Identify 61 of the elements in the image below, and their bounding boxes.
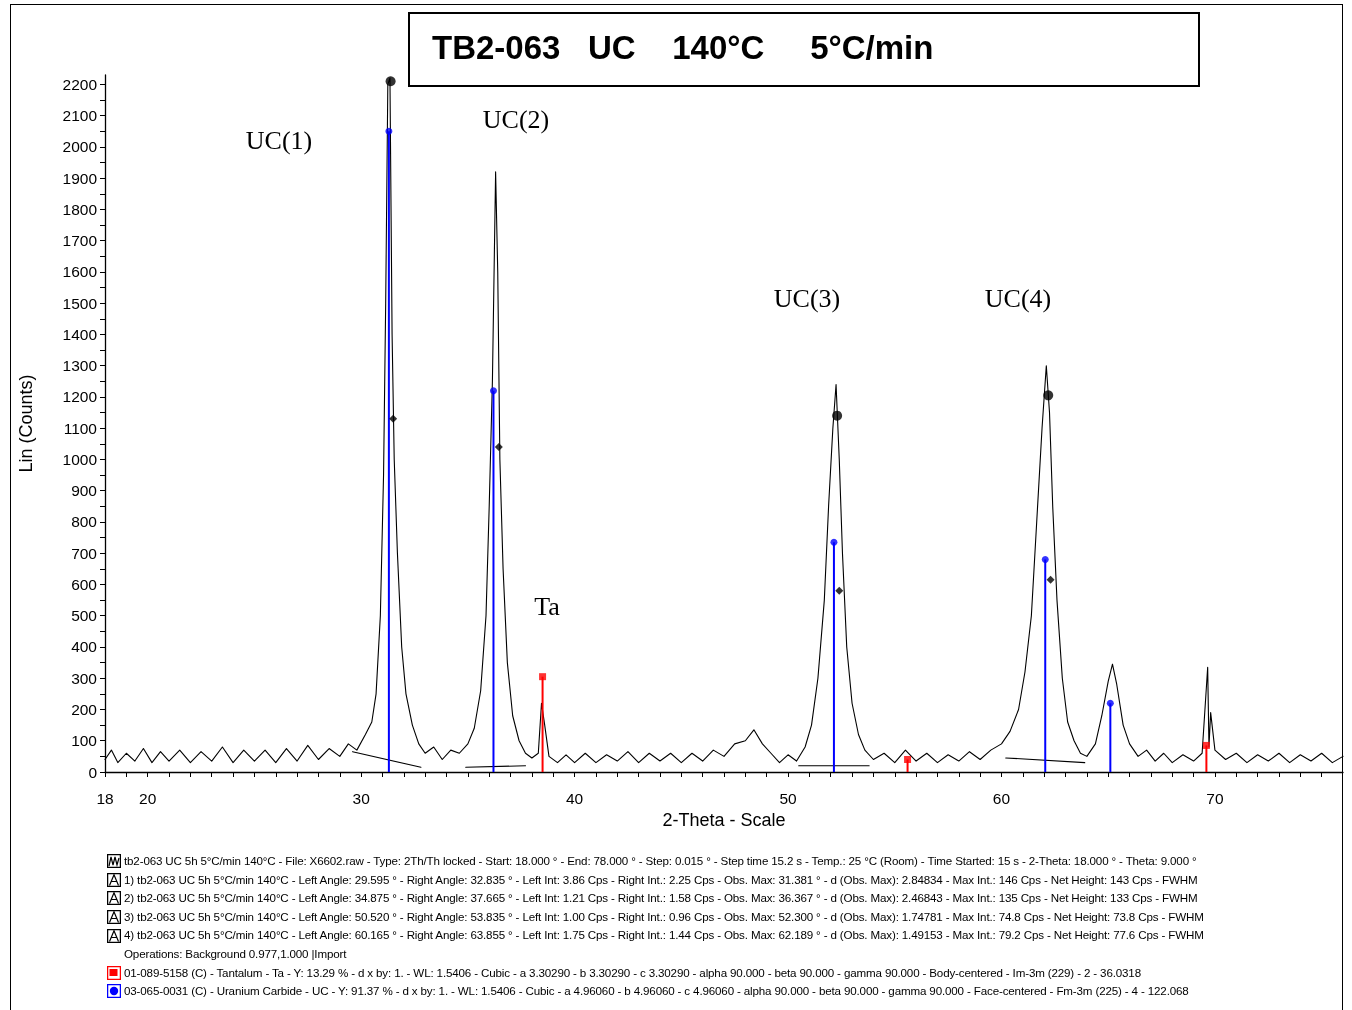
y-tick-label: 1800 — [62, 200, 98, 218]
y-tick-label: 200 — [71, 700, 98, 718]
y-tick-label: 1700 — [62, 232, 98, 250]
y-tick-label: 1400 — [62, 325, 98, 343]
x-tick-label: 18 — [96, 789, 114, 807]
annotation: UC(1) — [245, 125, 313, 155]
x-axis-title: 2-Theta - Scale — [662, 809, 786, 830]
y-tick-label: 100 — [71, 732, 98, 750]
text: Operations: Background 0.977,1.000 |Import — [124, 945, 347, 962]
y-tick-label: 1300 — [62, 357, 98, 375]
annotation: UC(2) — [482, 104, 550, 134]
y-tick-label: 800 — [71, 513, 98, 531]
annotation: UC(3) — [773, 283, 841, 313]
y-tick-label: 1500 — [62, 294, 98, 312]
point — [1106, 699, 1114, 707]
y-tick-label: 1200 — [62, 388, 98, 406]
point — [539, 673, 547, 681]
x-tick-label: 70 — [1206, 789, 1224, 807]
point — [385, 127, 393, 135]
y-tick-label: 2100 — [62, 107, 98, 125]
y-tick-label: 700 — [71, 544, 98, 562]
point — [904, 756, 912, 763]
x-tick-label: 50 — [779, 789, 798, 807]
y-tick-label: 900 — [71, 482, 98, 500]
legend-label: tb2-063 UC 5h 5°C/min 140°C - File: X6602.raw - Type: 2Th/Th locked - Start: 18.000 ° - End: 78.000 ° - Step: 0.015 ° - Step time 15.2 s - Temp.: 25 °C (Room) - Time Started: 15 s - 2-Theta: 18.000 ° - Theta: 9.000 ° — [124, 853, 1197, 869]
y-tick-label: 400 — [71, 638, 98, 656]
point — [494, 442, 503, 451]
y-tick-label: 2200 — [62, 75, 98, 93]
y-tick-label: 1600 — [62, 263, 98, 281]
annotation: UC(4) — [984, 283, 1052, 313]
point — [1046, 575, 1055, 584]
y-tick-label: 1000 — [62, 450, 98, 468]
point — [1043, 390, 1054, 401]
y-tick-label: 0 — [88, 763, 98, 781]
y-tick-label: 2000 — [62, 138, 98, 156]
point — [385, 76, 396, 87]
point — [389, 414, 398, 423]
annotation: Ta — [534, 591, 561, 621]
x-tick-label: 40 — [565, 789, 584, 807]
point — [835, 586, 844, 595]
y-tick-label: 1900 — [62, 169, 98, 187]
y-tick-label: 1100 — [63, 419, 98, 437]
point — [489, 387, 497, 395]
legend-label: 03-065-0031 (C) - Uranium Carbide - UC - Y: 91.37 % - d x by: 1. - WL: 1.5406 - Cubic - a 4.96060 - b 4.96060 - c 4.96060 - alpha 90.000 - beta 90.000 - gamma 90.000 - Face-centered - Fm-3m (225) - 4 - 122.068 — [124, 983, 1189, 1000]
x-tick-label: 60 — [992, 789, 1011, 807]
y-tick-label: 500 — [71, 607, 98, 625]
y-tick-label: 600 — [71, 575, 98, 593]
legend-label: 01-089-5158 (C) - Tantalum - Ta - Y: 13.29 % - d x by: 1. - WL: 1.5406 - Cubic - a 3.30290 - b 3.30290 - c 3.30290 - alpha 90.000 - beta 90.000 - gamma 90.000 - Body-centered - Im-3m (229) - 2 - 36.0318 — [124, 964, 1141, 981]
x-tick-label: 30 — [352, 789, 371, 807]
chart-title: TB2-063 UC 140°C 5°C/min — [408, 12, 1200, 87]
x-tick-label: 20 — [139, 789, 157, 807]
y-axis-title: Lin (Counts) — [16, 374, 36, 473]
point — [1202, 741, 1210, 749]
point — [830, 538, 838, 546]
text: 1) tb2-063 UC 5h 5°C/min 140°C - Left Angle: 29.595 ° - Right Angle: 32.835 ° - Left Int: 3.86 Cps - Right Int.: 2.25 Cps - Obs. Max: 31.381 ° - d (Obs. Max): 2.84834 - Max Int.: 146 Cps - Net Height: 143 Cps - FWHM — [124, 871, 1198, 888]
point — [832, 410, 843, 421]
y-tick-label: 300 — [71, 669, 98, 687]
text: 4) tb2-063 UC 5h 5°C/min 140°C - Left Angle: 60.165 ° - Right Angle: 63.855 ° - Left Int: 1.75 Cps - Right Int.: 1.44 Cps - Obs. Max: 62.189 ° - d (Obs. Max): 1.49153 - Max Int.: 79.2 Cps - Net Height: 77.6 Cps - FWHM — [124, 927, 1204, 944]
text: 3) tb2-063 UC 5h 5°C/min 140°C - Left Angle: 50.520 ° - Right Angle: 53.835 ° - Left Int: 1.00 Cps - Right Int.: 0.96 Cps - Obs. Max: 52.300 ° - d (Obs. Max): 1.74781 - Max Int.: 74.8 Cps - Net Height: 73.8 Cps - FWHM — [124, 908, 1204, 925]
text: 2) tb2-063 UC 5h 5°C/min 140°C - Left Angle: 34.875 ° - Right Angle: 37.665 ° - Left Int: 1.21 Cps - Right Int.: 1.58 Cps - Obs. Max: 36.367 ° - d (Obs. Max): 2.46843 - Max Int.: 135 Cps - Net Height: 133 Cps - FWHM — [124, 890, 1198, 907]
point — [1041, 555, 1049, 563]
